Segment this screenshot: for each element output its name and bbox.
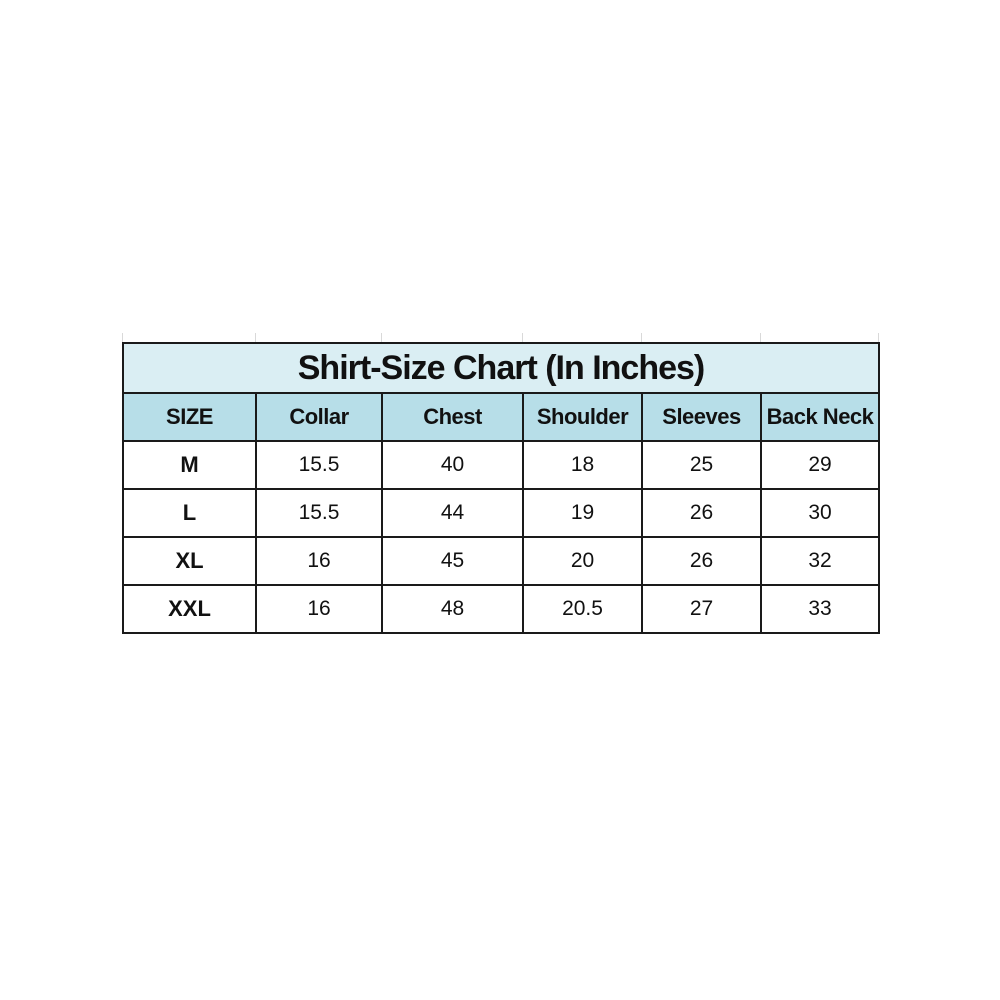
collar-cell: 16 (255, 536, 383, 586)
table-row: L 15.5 44 19 26 30 (122, 488, 880, 538)
header-sleeves: Sleeves (641, 392, 762, 442)
back-neck-cell: 29 (760, 440, 880, 490)
size-cell: M (122, 440, 257, 490)
size-cell: XXL (122, 584, 257, 634)
sheet-gridline (522, 333, 523, 343)
sheet-gridline (760, 333, 761, 343)
sleeves-cell: 25 (641, 440, 762, 490)
sheet-gridline (122, 333, 123, 343)
back-neck-cell: 32 (760, 536, 880, 586)
header-chest: Chest (381, 392, 524, 442)
chest-cell: 45 (381, 536, 524, 586)
back-neck-cell: 30 (760, 488, 880, 538)
header-back-neck: Back Neck (760, 392, 880, 442)
sheet-gridline (255, 333, 256, 343)
collar-cell: 16 (255, 584, 383, 634)
shoulder-cell: 19 (522, 488, 643, 538)
sleeves-cell: 26 (641, 536, 762, 586)
header-size: SIZE (122, 392, 257, 442)
header-shoulder: Shoulder (522, 392, 643, 442)
sleeves-cell: 26 (641, 488, 762, 538)
sleeves-cell: 27 (641, 584, 762, 634)
header-row: SIZE Collar Chest Shoulder Sleeves Back … (122, 392, 880, 442)
chest-cell: 40 (381, 440, 524, 490)
collar-cell: 15.5 (255, 440, 383, 490)
size-cell: XL (122, 536, 257, 586)
size-cell: L (122, 488, 257, 538)
table-row: XXL 16 48 20.5 27 33 (122, 584, 880, 634)
chart-title: Shirt-Size Chart (In Inches) (122, 342, 880, 394)
shoulder-cell: 20.5 (522, 584, 643, 634)
sheet-gridline (381, 333, 382, 343)
back-neck-cell: 33 (760, 584, 880, 634)
collar-cell: 15.5 (255, 488, 383, 538)
shoulder-cell: 20 (522, 536, 643, 586)
chest-cell: 44 (381, 488, 524, 538)
table-row: XL 16 45 20 26 32 (122, 536, 880, 586)
header-collar: Collar (255, 392, 383, 442)
chest-cell: 48 (381, 584, 524, 634)
shoulder-cell: 18 (522, 440, 643, 490)
table-row: M 15.5 40 18 25 29 (122, 440, 880, 490)
sheet-gridline (878, 333, 879, 343)
sheet-gridline (641, 333, 642, 343)
size-chart-table: Shirt-Size Chart (In Inches) SIZE Collar… (122, 342, 880, 634)
